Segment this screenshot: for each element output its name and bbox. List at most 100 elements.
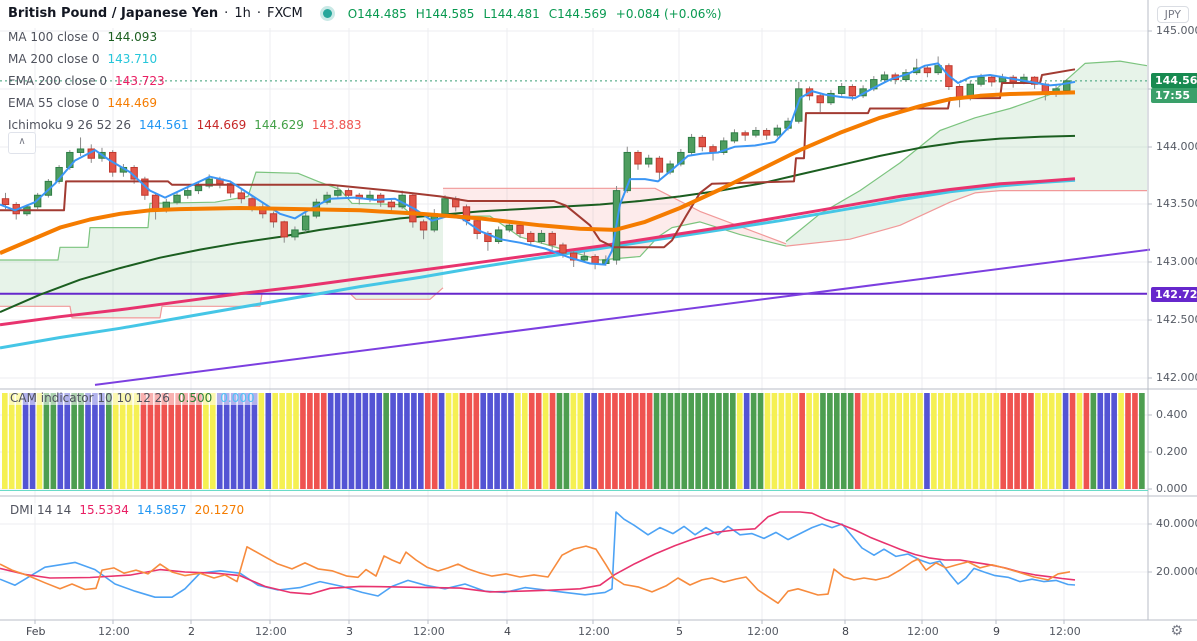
cam-bar (438, 393, 445, 489)
cam-bar (730, 393, 736, 489)
cam-bar (723, 393, 729, 489)
high-label: H (415, 6, 425, 21)
cam-bar (99, 393, 105, 489)
cam-bar (119, 393, 126, 489)
candle-up (795, 88, 803, 122)
time-axis-label: 12:00 (255, 625, 287, 638)
cam-bar (57, 393, 64, 489)
cam-bar (889, 393, 896, 489)
cam-bar (265, 393, 272, 489)
price-axis-label: 142.500 (1156, 313, 1197, 326)
cam-bar (251, 393, 258, 489)
cam-bar (542, 393, 549, 489)
indicator-value: 144.629 (254, 118, 304, 132)
title-separator-1: · (224, 6, 229, 21)
time-axis-label: 12:00 (578, 625, 610, 638)
cam-bar (840, 393, 847, 489)
cam-bar (1132, 393, 1138, 489)
cam-bar (639, 393, 646, 489)
time-axis-label: 9 (993, 625, 1000, 638)
candle-down (634, 151, 642, 165)
cam-bar (556, 393, 563, 489)
cam-bar (203, 393, 209, 489)
cam-bar (1048, 393, 1055, 489)
time-axis-label: 3 (346, 625, 353, 638)
legend-row-ma100[interactable]: MA 100 close 0 144.093 (8, 30, 157, 44)
cam-bar (362, 393, 369, 489)
last-price-tag: 144.569 (1151, 73, 1197, 88)
candle-down (655, 157, 664, 173)
indicator-label: MA 100 close 0 (8, 30, 100, 44)
cam-bar (771, 393, 778, 489)
legend-row-ema55[interactable]: EMA 55 close 0 144.469 (8, 96, 157, 110)
interval-label[interactable]: 1h (234, 6, 251, 21)
currency-toggle-button[interactable]: JPY (1156, 6, 1189, 23)
cam-bar (508, 393, 514, 489)
cam-bar (29, 393, 36, 489)
cam-bar (300, 393, 306, 489)
ema200-line (0, 177, 1076, 327)
cam-bar (1000, 393, 1007, 489)
candle-down (269, 213, 278, 223)
time-axis-label: 12:00 (907, 625, 939, 638)
candle-up (645, 157, 653, 165)
cam-bar (632, 393, 639, 489)
cam-bar (778, 393, 785, 489)
indicator-label: DMI 14 14 (10, 503, 72, 517)
cam-bar (736, 393, 743, 489)
open-label: O (347, 6, 358, 21)
cam-bar (764, 393, 771, 489)
market-status-icon[interactable] (322, 9, 332, 18)
cam-bar (487, 393, 493, 489)
cam-bar (1042, 393, 1048, 489)
legend-row-ema200[interactable]: EMA 200 close 0 143.723 (8, 74, 165, 88)
cam-bar (882, 393, 889, 489)
chart-header: British Pound / Japanese Yen · 1h · FXCM… (8, 6, 722, 21)
candle-up (977, 76, 985, 85)
candle-up (773, 127, 782, 136)
cam-bar (175, 393, 181, 489)
cam-bar (820, 393, 826, 489)
legend-collapse-button[interactable]: ∧ (8, 132, 36, 154)
close-value: 144.569 (557, 6, 607, 21)
cam-bar (154, 393, 161, 489)
cam-bar (931, 393, 937, 489)
cam-bar (827, 393, 833, 489)
bar-countdown-tag: 17:55 (1151, 88, 1197, 103)
candle-down (344, 190, 353, 196)
price-axis-label: 142.000 (1156, 371, 1197, 384)
candle-up (580, 256, 589, 261)
cam-bar (1111, 393, 1117, 489)
cam-bar (418, 393, 424, 489)
candle-up (301, 215, 310, 231)
indicator-value: 143.710 (107, 52, 158, 66)
legend-row-ma200[interactable]: MA 200 close 0 143.710 (8, 52, 157, 66)
ohlc-readout: O144.485 H144.585 L144.481 C144.569 +0.0… (348, 7, 722, 21)
cam-bar (958, 393, 965, 489)
indicator-value: 0.500 (177, 391, 213, 405)
dmi-adx-line (0, 511, 1076, 595)
ichimoku-senkou-a (0, 171, 444, 261)
cam-bar (591, 393, 597, 489)
ichimoku-senkou-b (785, 190, 1147, 247)
cam-bar (307, 393, 313, 489)
legend-row-ichimoku[interactable]: Ichimoku 9 26 52 26 144.561 144.669 144.… (8, 118, 362, 132)
symbol-title[interactable]: British Pound / Japanese Yen (8, 6, 219, 21)
price-axis-label: 144.000 (1156, 140, 1197, 153)
time-axis-label: 12:00 (747, 625, 779, 638)
indicator-value: 14.5857 (136, 503, 187, 517)
dmi-axis-label: 40.0000 (1156, 517, 1197, 530)
gear-icon[interactable]: ⚙ (1170, 623, 1183, 639)
level-price-tag: 142.728 (1151, 287, 1197, 302)
indicator-label: Ichimoku 9 26 52 26 (8, 118, 131, 132)
candle-down (516, 224, 524, 234)
indicator-value: 15.5334 (79, 503, 129, 517)
indicator-value: 144.093 (107, 30, 158, 44)
candle-up (173, 194, 181, 203)
cam-bar (466, 393, 473, 489)
cam-bar (972, 393, 979, 489)
candle-down (248, 198, 256, 208)
cam-indicator-legend[interactable]: CAM indicator 10 10 12 26 0.500 0.000 (8, 391, 257, 405)
dmi-legend[interactable]: DMI 14 14 15.5334 14.5857 20.1270 (8, 503, 247, 517)
